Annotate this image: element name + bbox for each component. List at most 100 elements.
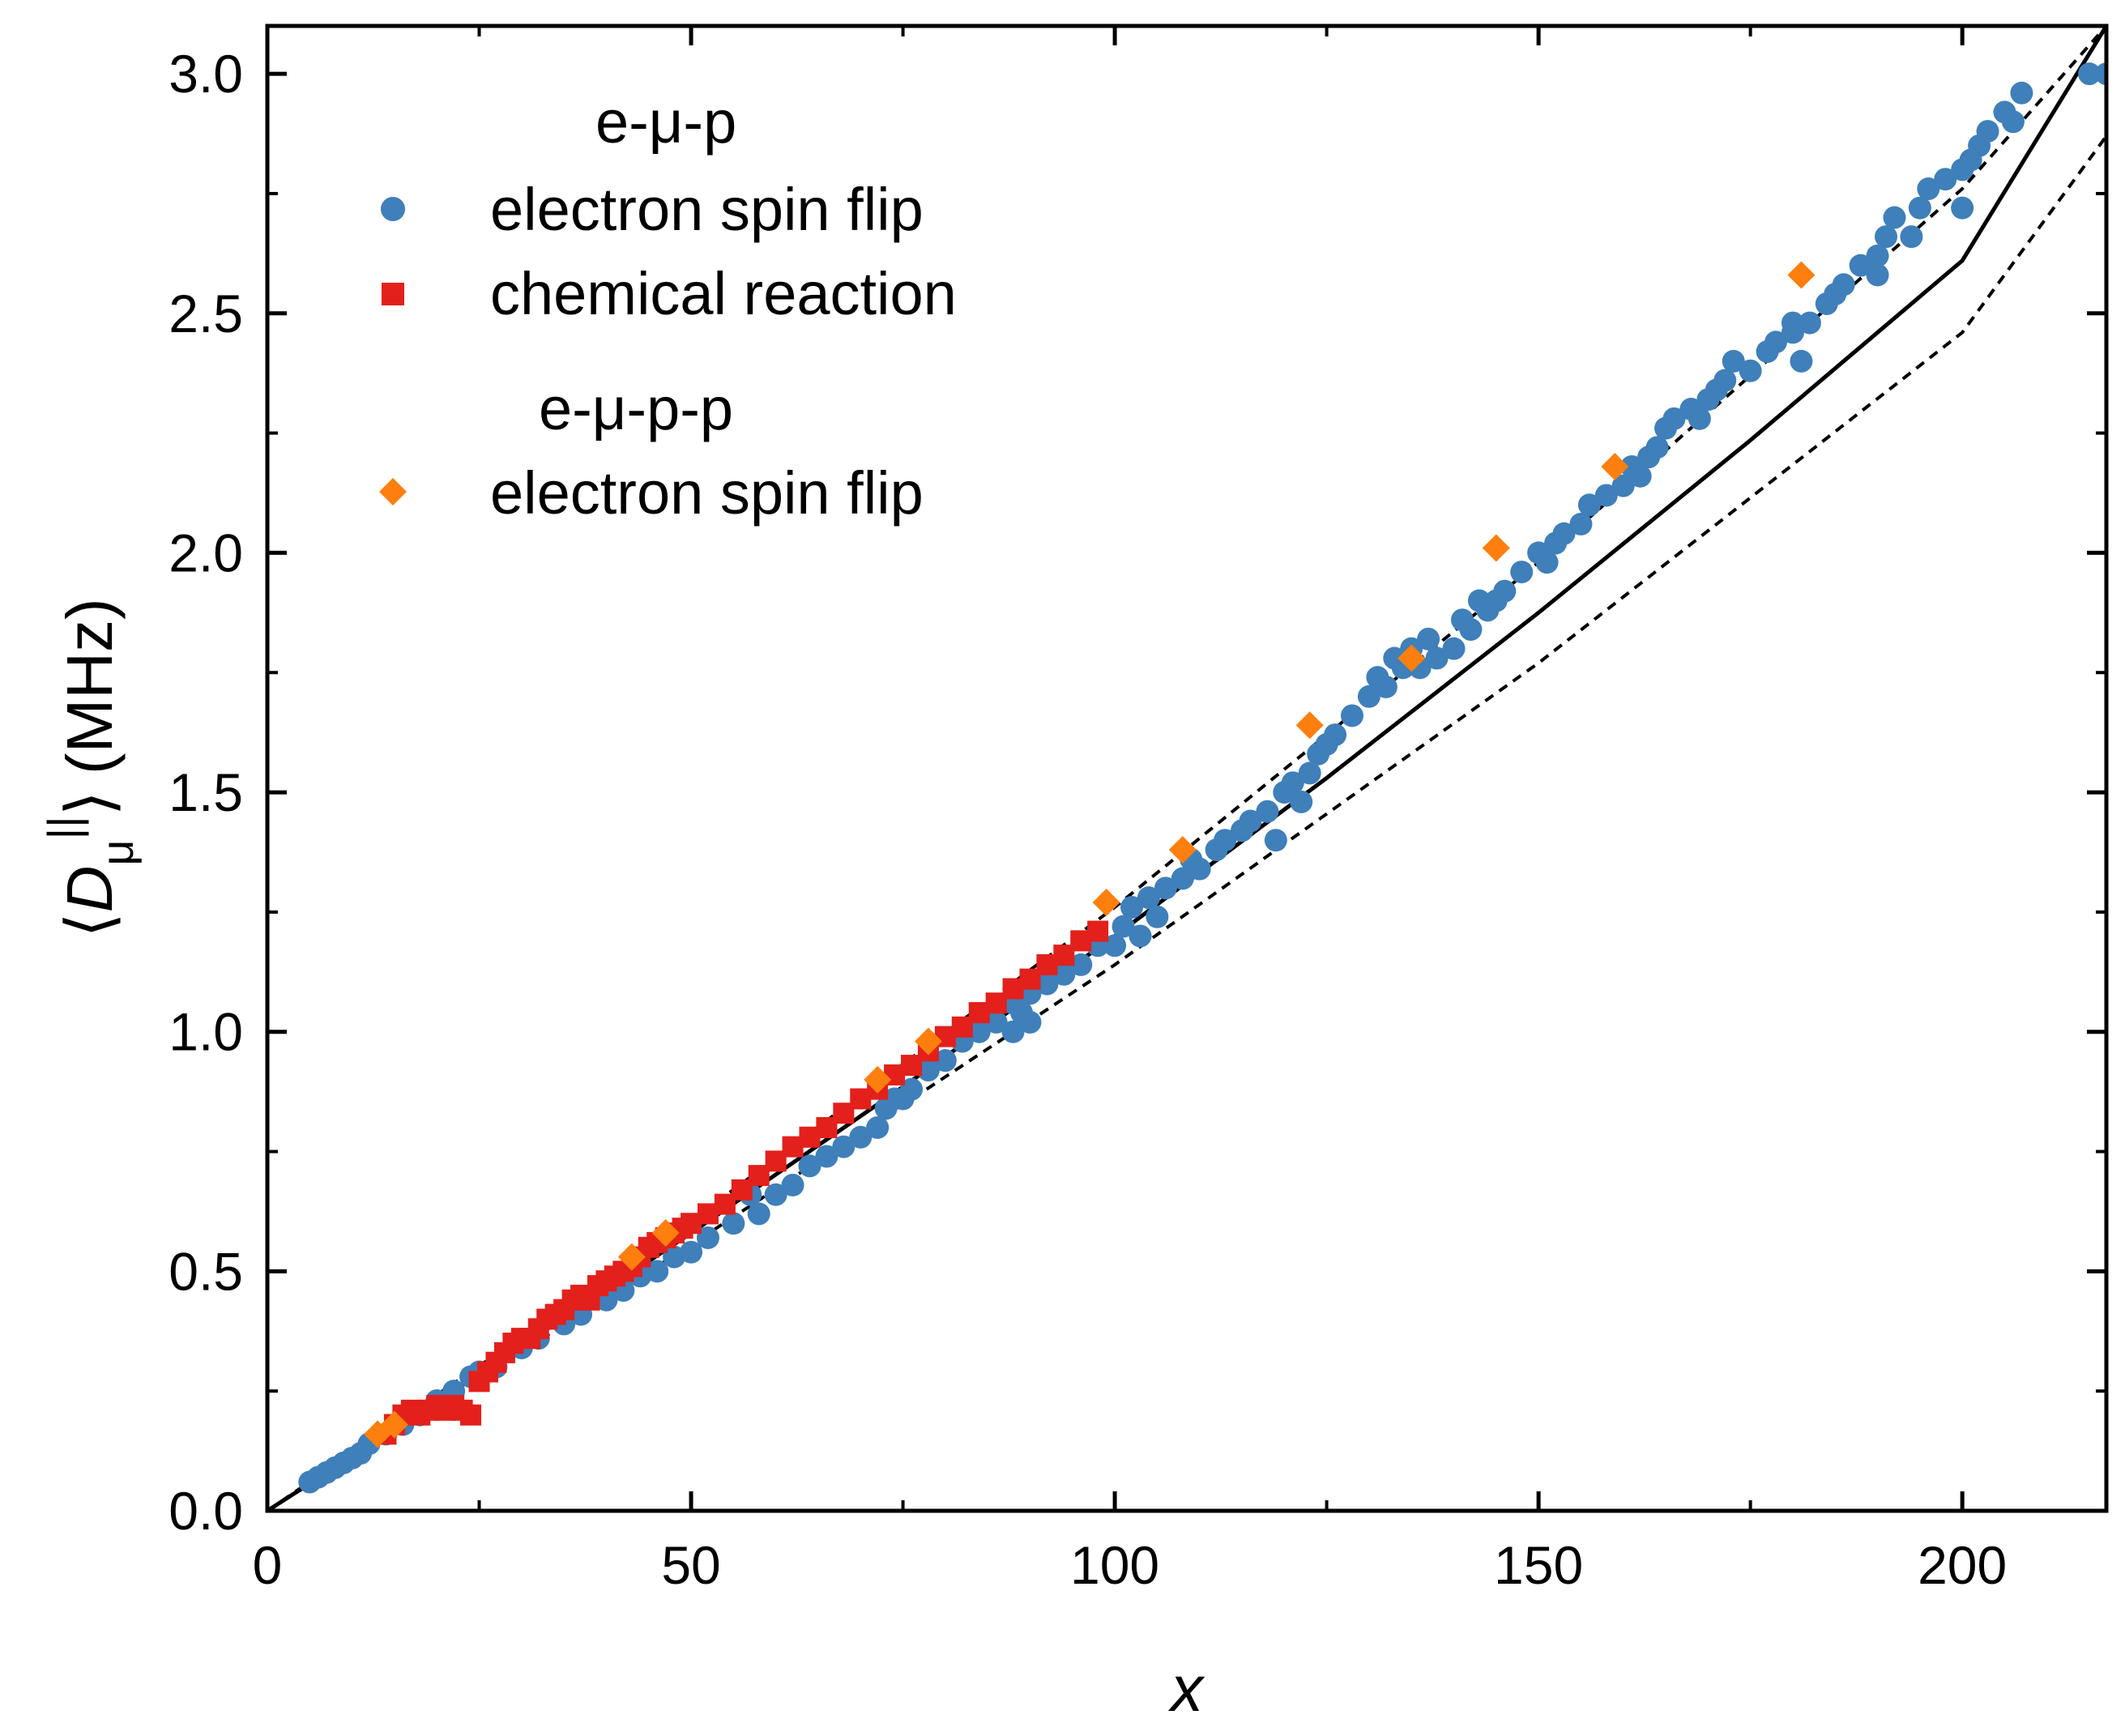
legend-marker-diamond [379, 478, 407, 505]
point-electron-spin-flip [1188, 857, 1211, 881]
lower-bound-dashed-line [267, 134, 2106, 1511]
point-electron-spin-flip [1569, 512, 1593, 535]
point-electron-spin-flip [1662, 407, 1686, 430]
point-electron-spin-flip [1688, 407, 1711, 430]
point-electron-spin-flip [1281, 771, 1304, 795]
point-electron-spin-flip [900, 1077, 924, 1101]
point-electron-spin-flip [1035, 972, 1059, 996]
point-epp-electron-spin-flip [864, 1065, 892, 1094]
point-electron-spin-flip [764, 1183, 787, 1206]
y-label-var: D [53, 866, 126, 913]
point-electron-spin-flip [1018, 1010, 1042, 1034]
point-epp-electron-spin-flip [1295, 711, 1324, 740]
fit-solid-line [267, 26, 2106, 1511]
point-electron-spin-flip [1535, 551, 1559, 574]
y-tick-label: 1.0 [169, 1002, 243, 1062]
point-electron-spin-flip [1552, 522, 1576, 545]
point-electron-spin-flip [1866, 244, 1889, 267]
x-tick-label: 50 [661, 1535, 720, 1595]
point-electron-spin-flip [1798, 311, 1821, 335]
plot-frame [265, 23, 2109, 1513]
y-tick-label: 1.5 [169, 762, 243, 822]
point-electron-spin-flip [2095, 62, 2106, 86]
point-electron-spin-flip [1976, 120, 1999, 143]
point-electron-spin-flip [1764, 331, 1788, 354]
point-electron-spin-flip [849, 1125, 873, 1149]
point-electron-spin-flip [1129, 924, 1152, 948]
point-electron-spin-flip [1052, 962, 1076, 986]
point-electron-spin-flip [933, 1049, 957, 1073]
legend-group1-series2: chemical reaction [490, 260, 957, 327]
point-electron-spin-flip [815, 1145, 838, 1168]
y-tick-label: 0.5 [169, 1241, 243, 1301]
point-electron-spin-flip [1577, 493, 1601, 517]
point-electron-spin-flip [696, 1226, 719, 1249]
point-electron-spin-flip [646, 1260, 669, 1283]
y-tick-label: 2.0 [169, 523, 243, 582]
point-epp-electron-spin-flip [1397, 644, 1426, 672]
point-electron-spin-flip [1137, 886, 1160, 910]
point-epp-electron-spin-flip [1168, 836, 1197, 864]
point-epp-electron-spin-flip [617, 1243, 646, 1271]
point-electron-spin-flip [1146, 905, 1169, 928]
y-label-sub: μ [92, 839, 143, 865]
point-electron-spin-flip [1442, 637, 1466, 660]
point-electron-spin-flip [1866, 263, 1889, 287]
point-electron-spin-flip [1001, 1020, 1025, 1043]
point-electron-spin-flip [2001, 110, 2025, 134]
point-electron-spin-flip [1324, 723, 1347, 747]
legend-marker-circle [381, 197, 405, 221]
point-electron-spin-flip [866, 1115, 890, 1139]
point-electron-spin-flip [1628, 464, 1652, 488]
point-electron-spin-flip [1790, 349, 1813, 373]
point-electron-spin-flip [1594, 484, 1618, 507]
point-electron-spin-flip [1934, 168, 1957, 191]
y-label-close: ⟩ [53, 791, 126, 816]
legend-group1-title: e-μ-p [595, 88, 736, 156]
point-electron-spin-flip [1875, 225, 1898, 249]
x-tick-label: 0 [253, 1535, 283, 1595]
point-electron-spin-flip [1781, 321, 1804, 344]
point-electron-spin-flip [1425, 646, 1449, 670]
point-electron-spin-flip [1340, 704, 1363, 727]
point-electron-spin-flip [1908, 196, 1931, 220]
point-epp-electron-spin-flip [1482, 534, 1510, 562]
point-electron-spin-flip [1417, 627, 1440, 650]
point-electron-spin-flip [1883, 206, 1906, 229]
legend: e-μ-p electron spin flip chemical reacti… [379, 88, 957, 527]
point-electron-spin-flip [2078, 62, 2102, 86]
point-electron-spin-flip [916, 1059, 940, 1082]
point-epp-electron-spin-flip [380, 1410, 408, 1439]
x-tick-label: 200 [1918, 1535, 2007, 1595]
point-chemical-reaction [1087, 920, 1109, 942]
legend-group2-series1: electron spin flip [490, 459, 924, 527]
point-electron-spin-flip [984, 1010, 1008, 1034]
point-chemical-reaction [460, 1404, 482, 1426]
point-electron-spin-flip [1264, 829, 1287, 852]
point-electron-spin-flip [1459, 618, 1483, 642]
tick-labels: 0 50 100 150 200 0.0 0.5 1.0 1.5 2.0 2.5 3.0 [169, 44, 2007, 1595]
point-electron-spin-flip [1722, 349, 1745, 373]
y-tick-label: 2.5 [169, 284, 243, 343]
point-epp-electron-spin-flip [1092, 889, 1120, 917]
point-electron-spin-flip [1357, 685, 1380, 708]
point-electron-spin-flip [1103, 934, 1127, 958]
point-electron-spin-flip [1510, 561, 1534, 584]
point-epp-electron-spin-flip [1787, 261, 1816, 289]
y-axis-label: ⟨Dμ||⟩ (MHz) [38, 598, 143, 937]
point-electron-spin-flip [1069, 953, 1093, 976]
point-electron-spin-flip [1256, 800, 1279, 823]
point-electron-spin-flip [781, 1173, 804, 1196]
svg-text:⟨Dμ||⟩(MHz): ⟨Dμ||⟩ (MHz) [38, 598, 143, 937]
point-electron-spin-flip [1154, 877, 1177, 900]
point-epp-electron-spin-flip [651, 1219, 680, 1248]
point-electron-spin-flip [798, 1154, 821, 1178]
point-electron-spin-flip [1298, 761, 1321, 785]
point-electron-spin-flip [1120, 895, 1144, 919]
y-label-open: ⟨ [53, 912, 126, 937]
x-axis-label: x [1167, 1653, 1205, 1725]
point-electron-spin-flip [1832, 273, 1855, 296]
legend-marker-square [382, 283, 404, 305]
legend-group1-series1: electron spin flip [490, 176, 924, 243]
